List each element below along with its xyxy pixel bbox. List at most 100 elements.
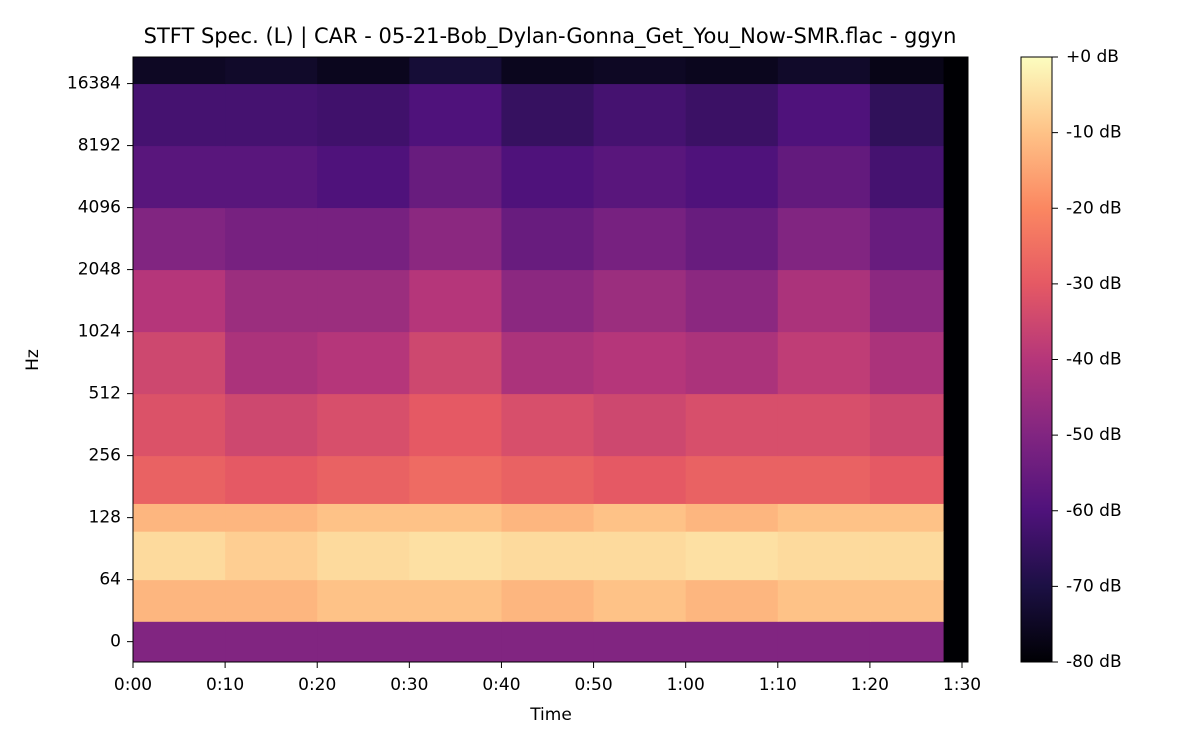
x-tick-label: 1:30 [943,675,981,695]
heatmap-cell [317,57,410,85]
x-tick-label: 0:30 [390,675,428,695]
heatmap-cell [777,207,871,271]
heatmap-cell [133,207,226,271]
colorbar-tick-label: -40 dB [1066,350,1122,370]
heatmap-cell [317,269,410,333]
heatmap-cell [317,579,410,622]
heatmap-cell [133,621,226,663]
heatmap-cell [501,331,595,395]
heatmap-cell [777,393,871,457]
chart-title: STFT Spec. (L) | CAR - 05-21-Bob_Dylan-G… [144,24,957,49]
heatmap-cell [133,331,226,395]
heatmap-cell [225,57,318,85]
heatmap-cell [943,455,969,504]
heatmap-cell [317,455,410,504]
heatmap-cell [943,57,969,85]
heatmap-cell [133,503,226,532]
y-tick-label: 1024 [78,322,121,342]
heatmap-cell [501,455,595,504]
heatmap-cell [501,393,595,457]
heatmap-cell [225,145,318,209]
colorbar-tick-label: -60 dB [1066,501,1122,521]
colorbar-tick-label: -50 dB [1066,425,1122,445]
colorbar-tick-label: -20 dB [1066,198,1122,218]
heatmap-cell [409,57,502,85]
heatmap-cell [133,83,226,147]
heatmap-cell [869,145,945,209]
heatmap-cell [685,621,779,663]
heatmap-cell [409,579,502,622]
y-tick-label: 64 [99,570,121,590]
heatmap-cell [777,621,871,663]
heatmap-cell [869,455,945,504]
heatmap-cell [501,531,595,581]
heatmap-cell [777,455,871,504]
heatmap-cell [317,531,410,581]
heatmap-cell [133,531,226,581]
heatmap-cell [777,145,871,209]
heatmap-cell [777,503,871,532]
heatmap-cell [409,269,502,333]
heatmap-cell [133,57,226,85]
y-tick-label: 0 [110,632,121,652]
heatmap-cell [225,531,318,581]
heatmap-cell [943,207,969,271]
heatmap-cell [869,579,945,622]
heatmap-cell [593,531,687,581]
heatmap-cell [685,393,779,457]
heatmap-cell [943,269,969,333]
heatmap-cell [409,145,502,209]
heatmap-cell [409,455,502,504]
heatmap-cell [869,621,945,663]
heatmap-cell [685,145,779,209]
heatmap-cell [501,269,595,333]
x-tick-label: 0:50 [574,675,612,695]
heatmap-cell [869,393,945,457]
heatmap-cell [225,503,318,532]
x-tick-label: 1:10 [759,675,797,695]
heatmap-cell [593,455,687,504]
heatmap-cell [593,269,687,333]
heatmap-cell [133,455,226,504]
colorbar-tick-label: -70 dB [1066,576,1122,596]
y-tick-label: 2048 [78,260,121,280]
heatmap-cell [501,621,595,663]
heatmap-cell [317,207,410,271]
x-tick-label: 0:40 [482,675,520,695]
heatmap-cell [501,57,595,85]
x-tick-label: 0:10 [206,675,244,695]
heatmap-cell [133,579,226,622]
colorbar [1020,56,1053,663]
heatmap-cell [317,83,410,147]
heatmap-cell [225,331,318,395]
heatmap-cell [777,331,871,395]
heatmap-cell [869,207,945,271]
heatmap-cell [777,269,871,333]
heatmap-cell [593,331,687,395]
heatmap-cell [409,531,502,581]
heatmap-cell [133,393,226,457]
heatmap-cell [593,83,687,147]
heatmap-cell [317,393,410,457]
heatmap-cell [593,393,687,457]
heatmap-cell [501,207,595,271]
heatmap-cell [685,207,779,271]
heatmap-cell [943,579,969,622]
heatmap-cell [593,145,687,209]
heatmap-cell [501,579,595,622]
heatmap-cell [409,393,502,457]
heatmap-cell [777,57,871,85]
heatmap-cell [501,503,595,532]
y-tick-label: 256 [89,446,121,466]
heatmap-cell [777,579,871,622]
heatmap-cell [409,621,502,663]
heatmap-cell [777,83,871,147]
heatmap-cell [593,207,687,271]
x-tick-label: 0:20 [298,675,336,695]
heatmap-cell [409,83,502,147]
heatmap-cell [685,83,779,147]
heatmap-cell [943,621,969,663]
colorbar-tick-label: -30 dB [1066,274,1122,294]
heatmap-cell [225,207,318,271]
